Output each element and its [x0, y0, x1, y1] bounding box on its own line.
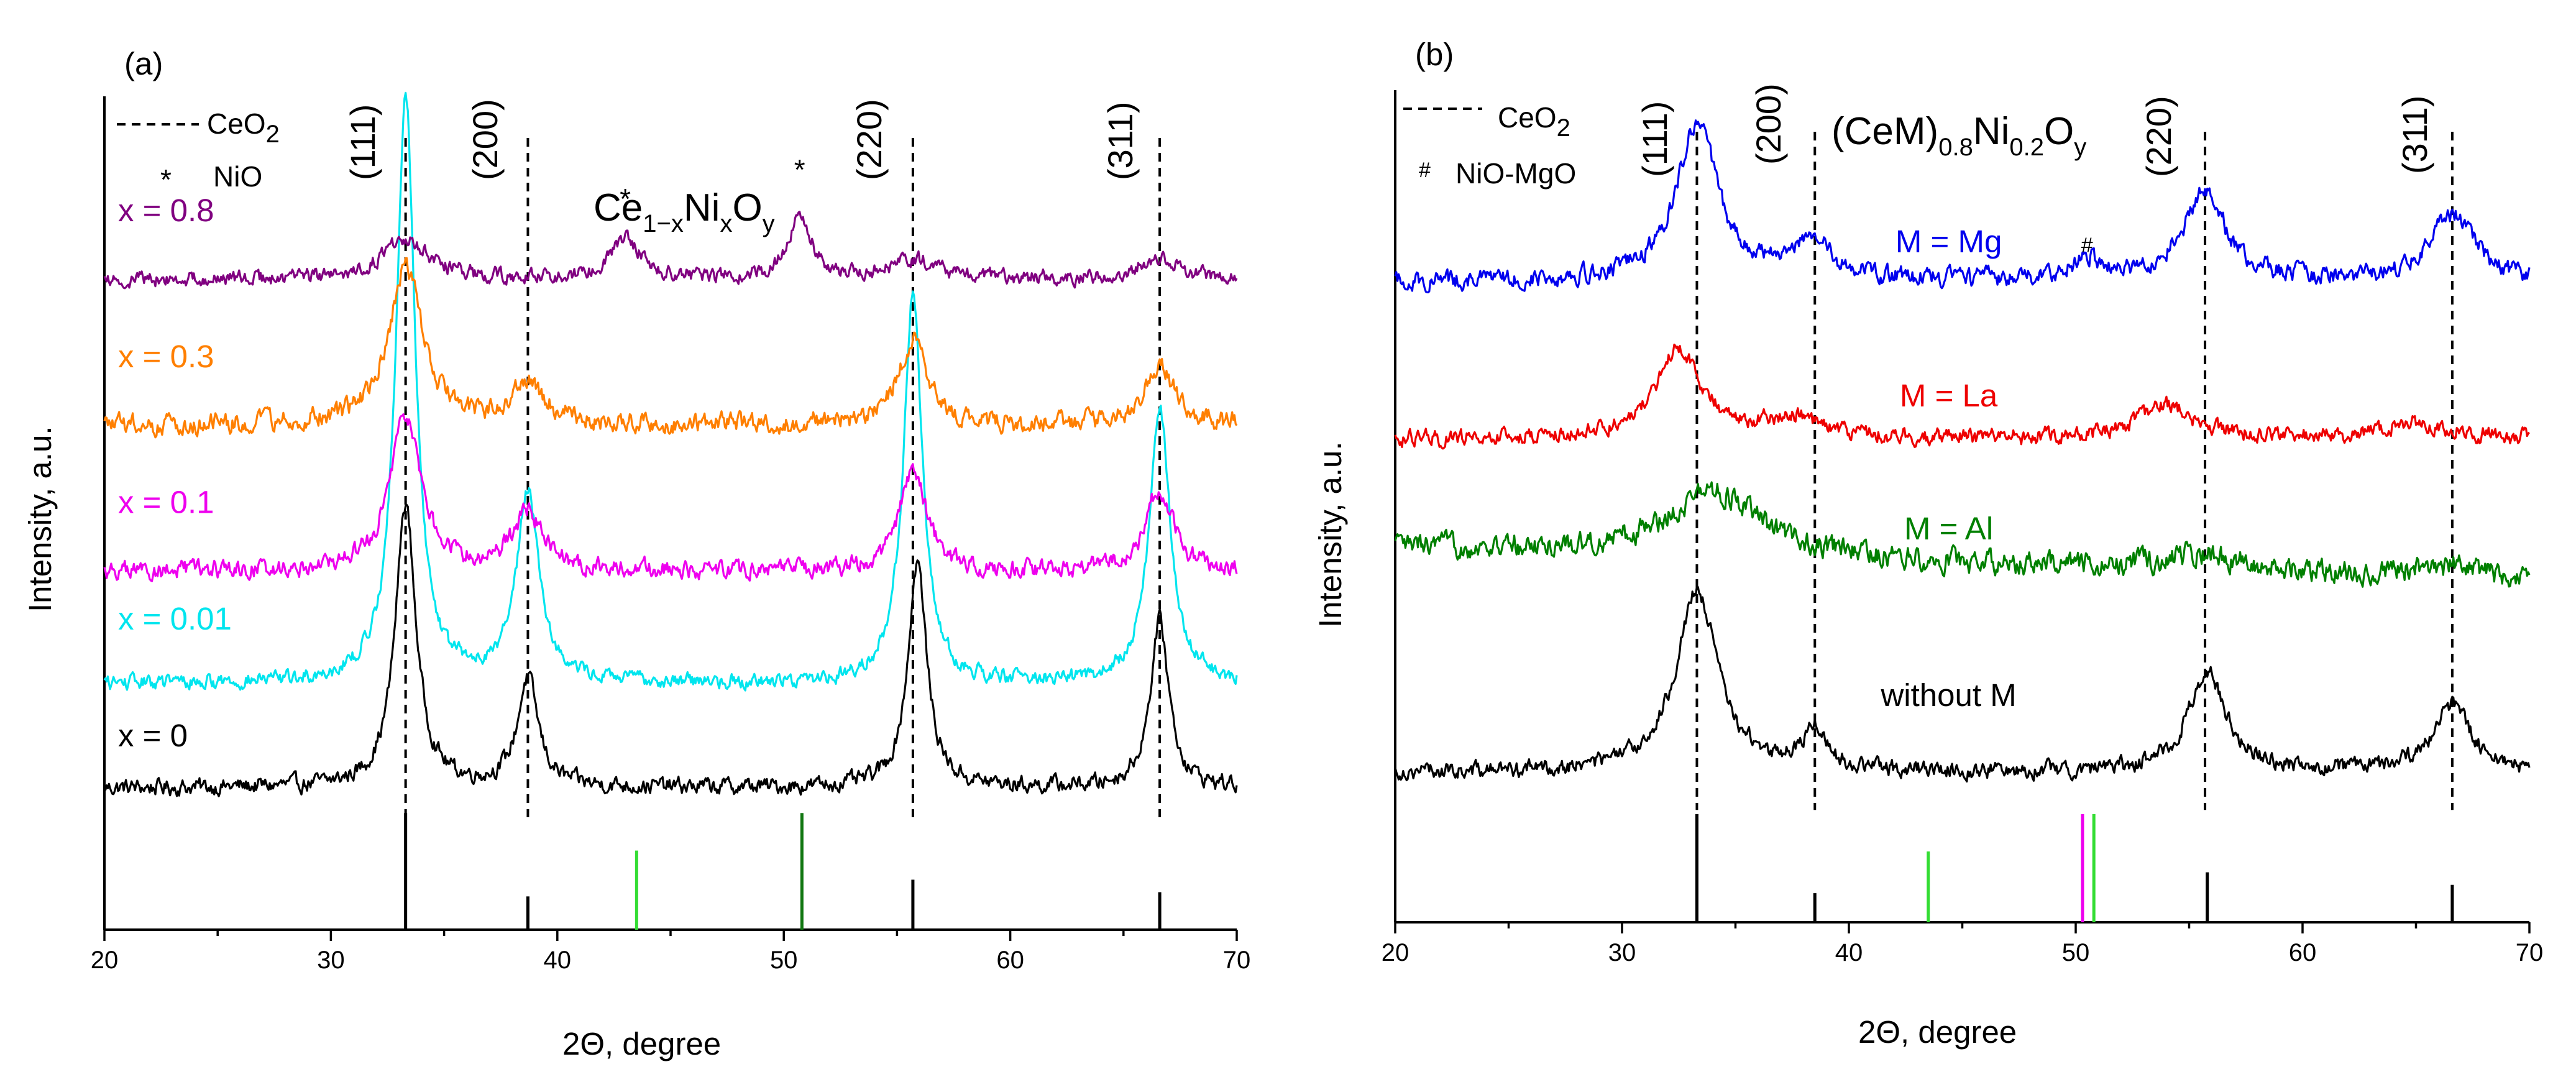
panel-a: (a) 20 30 40 50 60 70 ** x = 0x = 0.01x = 0.1…: [22, 46, 1250, 1061]
panel-b-legend-ceo2: CeO2: [1498, 101, 1570, 142]
x-tick-label: 70: [2516, 939, 2544, 966]
phase-marker: *: [794, 154, 805, 186]
panel-b-hkl-311: (311): [2395, 95, 2434, 174]
panel-b-label: (b): [1415, 37, 1454, 72]
x-tick-label: 30: [317, 946, 345, 974]
panel-b-hkl-111: (111): [1635, 101, 1674, 177]
x-tick-label: 60: [2289, 939, 2317, 966]
panel-a-hkl-311: (311): [1101, 101, 1140, 180]
panel-a-legend-nio: NiO: [213, 160, 262, 193]
panel-b-x-axis-title: 2Θ, degree: [1858, 1014, 2017, 1050]
x-tick-label: 40: [544, 946, 572, 974]
panel-a-reference-bars: [404, 813, 1162, 930]
series-label: M = La: [1900, 378, 1998, 413]
panel-b-legend-nio-mgo: NiO-MgO: [1455, 157, 1576, 190]
series-label: x = 0.3: [118, 339, 214, 374]
panel-b-hkl-220: (220): [2139, 96, 2178, 177]
x-tick-label: 60: [996, 946, 1024, 974]
panel-b-reference-lines: [1695, 131, 2454, 810]
series-label: x = 0.1: [118, 485, 214, 520]
phase-marker: *: [620, 183, 631, 215]
panel-b-reference-bars: [1695, 813, 2454, 922]
x-tick-label: 20: [1382, 939, 1409, 966]
panel-b-legend-nio-marker: #: [1419, 158, 1431, 182]
series-label: M = Mg: [1895, 224, 2002, 259]
panel-b-annotations: #: [2081, 234, 2093, 257]
x-tick-label: 30: [1608, 939, 1636, 966]
panel-a-legend-ceo2: CeO2: [207, 108, 280, 148]
series-label: x = 0.01: [118, 601, 232, 636]
panel-a-hkl-220: (220): [850, 99, 889, 180]
panel-a-title: Ce1−xNixOy: [594, 186, 775, 237]
xrd-curve: [103, 413, 1238, 582]
x-tick-label: 40: [1835, 939, 1863, 966]
x-tick-label: 20: [91, 946, 119, 974]
panel-a-annotations: **: [620, 154, 805, 215]
panel-a-x-axis-title: 2Θ, degree: [562, 1026, 721, 1061]
panel-a-y-axis-title: Intensity, a.u.: [22, 426, 58, 612]
panel-a-ticks: 20 30 40 50 60 70: [91, 930, 1251, 974]
panel-b-y-axis-title: Intensity, a.u.: [1313, 441, 1348, 628]
panel-a-legend-nio-marker: *: [160, 163, 172, 196]
panel-a-hkl-111: (111): [343, 104, 382, 180]
xrd-curve: [1394, 584, 2531, 783]
panel-a-series-labels: x = 0 x = 0.01 x = 0.1 x = 0.3 x = 0.8: [118, 193, 232, 753]
panel-b-curves: [1394, 119, 2531, 783]
xrd-curve: [1394, 343, 2530, 450]
xrd-curve: [1394, 119, 2531, 293]
panel-a-curves: [103, 91, 1238, 797]
x-tick-label: 70: [1223, 946, 1251, 974]
panel-b-ticks: 20 30 40 50 60 70: [1382, 922, 2544, 966]
x-tick-label: 50: [2062, 939, 2090, 966]
xrd-curve: [103, 503, 1238, 797]
panel-a-hkl-200: (200): [465, 99, 505, 180]
series-label: without M: [1880, 677, 2016, 713]
panel-b-title: (CeM)0.8Ni0.2Oy: [1831, 110, 2086, 161]
panel-b-hkl-200: (200): [1749, 83, 1788, 165]
panel-a-label: (a): [124, 46, 163, 81]
series-label: x = 0.8: [118, 193, 214, 228]
xrd-curve: [103, 211, 1238, 290]
series-label: M = Al: [1904, 511, 1993, 546]
xrd-curve: [103, 91, 1238, 692]
xrd-curve: [103, 257, 1238, 439]
panel-b-series-labels: without M M = Al M = La M = Mg: [1880, 224, 2016, 713]
series-label: x = 0: [118, 718, 188, 753]
xrd-curve: [1394, 481, 2531, 588]
phase-marker: #: [2081, 234, 2093, 257]
panel-b: (b) 20 30 40 50 60 70 # without M M = Al M = La…: [1313, 37, 2543, 1050]
x-tick-label: 50: [770, 946, 798, 974]
